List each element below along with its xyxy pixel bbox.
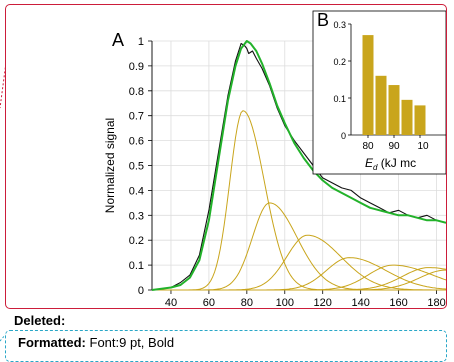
component-curve [152, 269, 446, 291]
y-tick-label: 0.2 [129, 235, 144, 247]
inset-bar [362, 35, 374, 135]
x-tick-label: 40 [165, 297, 177, 308]
y-tick-label: 0 [138, 285, 144, 297]
inset-y-tick-label: 0 [341, 131, 346, 141]
y-tick-label: 0.7 [129, 111, 144, 123]
formatted-label: Formatted: [18, 335, 86, 350]
panel-a-label: A [112, 30, 124, 50]
x-tick-label: 100 [276, 297, 294, 308]
inset-bar [375, 75, 387, 135]
inset-x-tick-label: 80 [362, 141, 374, 152]
y-tick-label: 0.6 [129, 136, 144, 148]
component-curve [152, 264, 446, 291]
y-axis-label: Normalized signal [103, 118, 117, 213]
formatted-value: Font:9 pt, Bold [85, 335, 175, 350]
inset-bar [414, 105, 426, 135]
y-tick-label: 0.5 [129, 161, 144, 173]
x-tick-label: 120 [314, 297, 332, 308]
panel-b-label: B [317, 10, 329, 30]
x-tick-label: 80 [241, 297, 253, 308]
y-tick-label: 0.1 [129, 260, 144, 272]
y-tick-label: 0.3 [129, 210, 144, 222]
y-tick-label: 0.8 [129, 86, 144, 98]
inset-x-tick-label: 90 [388, 141, 400, 152]
inset-y-tick-label: 0.3 [333, 20, 346, 30]
inset-y-tick-label: 0.2 [333, 57, 346, 67]
inset-x-tick-label: 10 [417, 141, 429, 152]
y-tick-label: 0.4 [129, 185, 144, 197]
fit-curve [151, 40, 446, 291]
x-tick-label: 160 [389, 297, 407, 308]
deleted-comment-balloon[interactable]: 0 0.1 0.2 0.3 0.4 0.5 0.6 0.7 0.8 0.9 1 40 60 80 100 12… [5, 4, 447, 309]
x-tick-label: 180 [427, 297, 445, 308]
y-tick-label: 1 [138, 36, 144, 48]
formatted-text: Formatted: Font:9 pt, Bold [18, 335, 174, 350]
inset-bar [401, 99, 413, 135]
y-tick-label: 0.9 [129, 61, 144, 73]
inset-y-tick-label: 0.1 [333, 94, 346, 104]
deleted-label: Deleted: [14, 313, 66, 328]
inset-bar [388, 85, 400, 135]
x-tick-label: 140 [351, 297, 369, 308]
inset-x-axis-label: Ed (kJ mc [365, 156, 416, 172]
x-tick-label: 60 [203, 297, 215, 308]
